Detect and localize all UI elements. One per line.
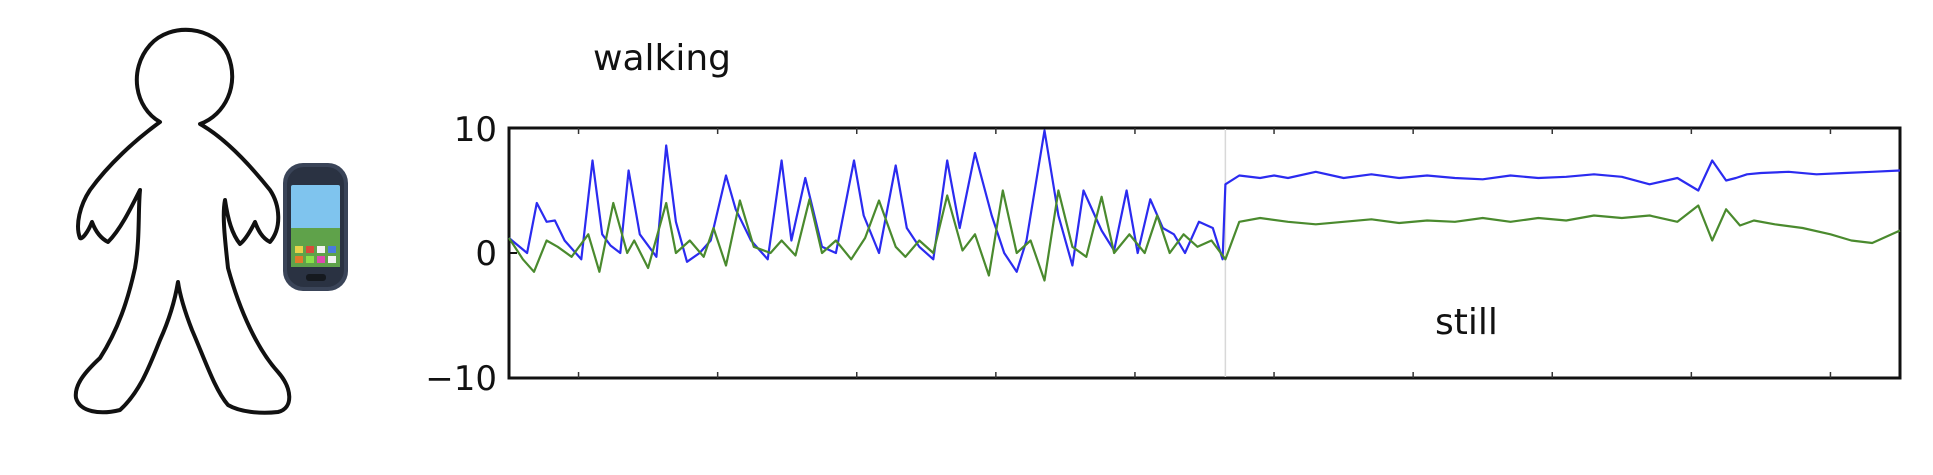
app-icon: [306, 256, 314, 263]
annotation-walking: walking: [593, 38, 731, 79]
y-tick-label: 10: [454, 110, 497, 150]
phone-home-button: [306, 274, 326, 281]
app-icon: [317, 256, 325, 263]
person-illustration: [73, 27, 292, 415]
x-axis: [577, 128, 1832, 378]
series-line-2: [508, 189, 1901, 282]
person-outline-icon: [73, 27, 292, 415]
series-line-1: [508, 129, 1901, 273]
app-icon: [317, 246, 325, 253]
app-icon: [306, 246, 314, 253]
y-axis: [509, 127, 517, 379]
annotation-still: still: [1435, 302, 1498, 343]
y-tick-label: −10: [425, 359, 497, 399]
plot-area: [507, 126, 1902, 380]
smartphone: [283, 163, 348, 291]
app-icon: [295, 246, 303, 253]
series-layer: [508, 129, 1901, 282]
app-icon: [328, 246, 336, 253]
app-icon: [295, 256, 303, 263]
app-icon: [328, 256, 336, 263]
y-tick-label: 0: [475, 234, 497, 274]
